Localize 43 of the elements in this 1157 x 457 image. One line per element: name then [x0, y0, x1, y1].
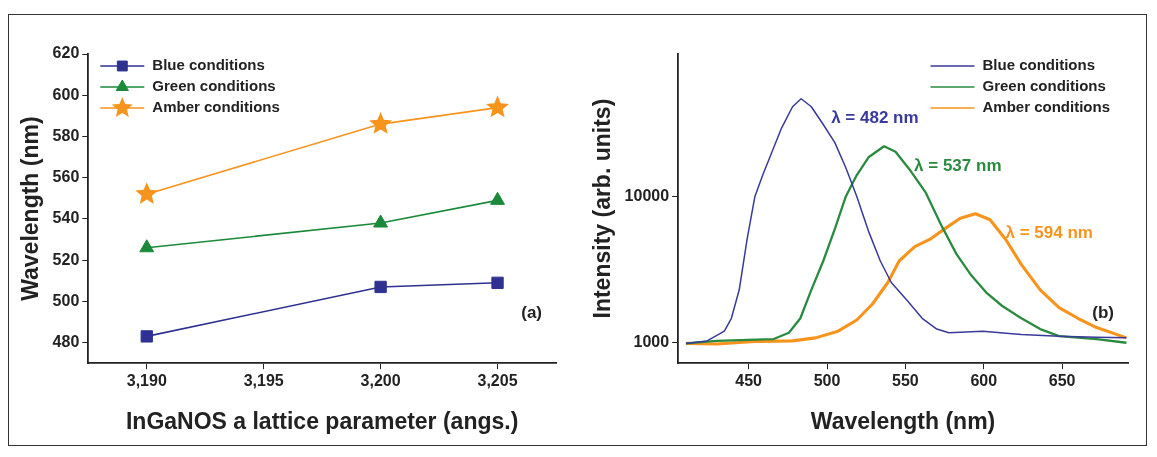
point — [486, 95, 509, 118]
x-tick-label: 650 — [1048, 372, 1076, 390]
y-axis-title: Wavelength (nm) — [17, 116, 44, 301]
x-axis-title: Wavelength (nm) — [810, 407, 996, 434]
y-tick-label: 560 — [52, 168, 80, 186]
point — [140, 330, 153, 343]
annotation: λ = 537 nm — [914, 155, 1002, 175]
y-tick-label: 520 — [52, 250, 80, 268]
y-tick-label: 500 — [52, 291, 80, 309]
point — [374, 280, 387, 294]
annotation: (b) — [1092, 302, 1114, 322]
y-tick-label: 600 — [52, 85, 80, 103]
x-axis-title: InGaNOS a lattice parameter (angs.) — [125, 407, 519, 434]
x-tick-label: 3,200 — [360, 372, 401, 390]
x-tick-label: 3,190 — [126, 372, 167, 390]
legend-label: Amber conditions — [152, 98, 280, 116]
x-tick-label: 500 — [813, 372, 841, 390]
y-axis-title: Intensity (arb. units) — [589, 98, 616, 319]
annotation: λ = 482 nm — [831, 108, 919, 128]
y-tick-label: 480 — [52, 332, 80, 350]
point — [135, 182, 159, 204]
point — [369, 112, 393, 134]
annotation: (a) — [521, 302, 542, 322]
point — [373, 214, 389, 228]
x-tick-label: 550 — [892, 372, 919, 390]
point — [491, 276, 504, 289]
x-tick-label: 600 — [970, 372, 998, 390]
y-tick-label: 620 — [52, 44, 80, 62]
legend-label: Green conditions — [982, 77, 1106, 95]
legend-label: Green conditions — [152, 77, 276, 95]
y-tick-label: 1000 — [633, 333, 670, 351]
point — [139, 239, 155, 253]
y-tick-label: 580 — [52, 126, 80, 144]
legend-label: Blue conditions — [982, 56, 1095, 74]
x-tick-label: 3,205 — [477, 372, 518, 390]
y-tick-label: 10000 — [624, 186, 670, 204]
x-tick-label: 450 — [735, 372, 763, 390]
point — [490, 191, 505, 205]
legend-label: Blue conditions — [152, 56, 265, 74]
annotation: λ = 594 nm — [1005, 223, 1093, 243]
x-tick-label: 3,195 — [243, 372, 284, 390]
legend-label: Amber conditions — [982, 98, 1111, 116]
y-tick-label: 540 — [52, 209, 80, 227]
